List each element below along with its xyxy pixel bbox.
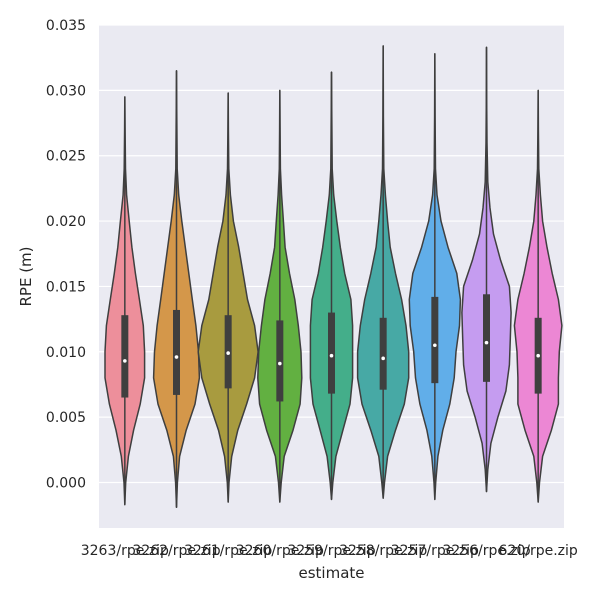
violins	[104, 45, 563, 509]
x-tick-label: 3263/rpe.zip	[81, 543, 169, 559]
y-tick-label: 0.030	[46, 83, 86, 99]
iqr-box	[483, 294, 490, 382]
median-point	[381, 356, 385, 361]
median-point	[329, 353, 334, 358]
median-point	[278, 361, 282, 366]
median-point	[226, 351, 230, 355]
y-tick-label: 0.000	[46, 476, 86, 492]
x-tick-label: 620/rpe.zip	[499, 543, 578, 559]
iqr-box	[328, 312, 335, 394]
median-point	[484, 340, 489, 345]
median-point	[433, 343, 437, 348]
x-tick-labels: 3263/rpe.zip3262/rpe.zip3261/rpe.zip3260…	[81, 543, 578, 559]
median-point	[174, 355, 179, 359]
median-point	[123, 359, 127, 363]
y-tick-label: 0.020	[46, 214, 86, 230]
iqr-box	[121, 315, 129, 398]
x-tick-label: 3258/rpe.zip	[339, 543, 427, 559]
x-axis-label: estimate	[298, 564, 364, 582]
iqr-box	[276, 320, 284, 402]
iqr-box	[173, 309, 180, 395]
x-tick-label: 3257/rpe.zip	[391, 543, 479, 559]
x-tick-label: 3262/rpe.zip	[132, 543, 220, 559]
x-tick-label: 3259/rpe.zip	[287, 543, 375, 559]
iqr-box	[431, 296, 439, 384]
y-axis-label: RPE (m)	[17, 246, 35, 306]
y-tick-labels: 0.000 0.005 0.010 0.015 0.020 0.025 0.030 0.035	[46, 18, 86, 492]
x-tick-label: 3256/rpe.zip	[442, 543, 530, 559]
y-tick-label: 0.010	[46, 345, 86, 361]
x-tick-label: 3261/rpe.zip	[184, 543, 272, 559]
x-tick-label: 3260/rpe.zip	[236, 543, 324, 559]
iqr-box	[379, 317, 387, 390]
y-tick-label: 0.005	[46, 410, 86, 426]
y-tick-label: 0.025	[46, 149, 86, 165]
y-tick-label: 0.015	[46, 279, 86, 295]
y-tick-label: 0.035	[46, 18, 86, 34]
median-point	[536, 353, 540, 358]
